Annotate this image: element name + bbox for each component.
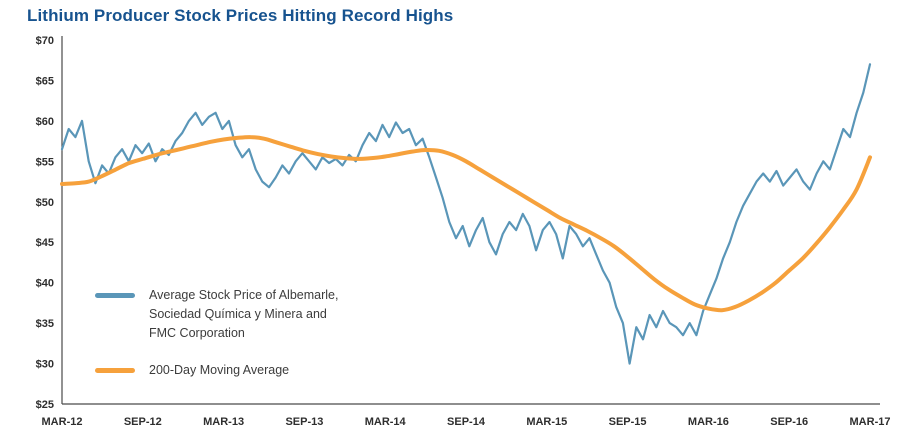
x-tick-label: MAR-14 [365,416,407,428]
moving-average-line-swatch [95,368,135,374]
chart-title: Lithium Producer Stock Prices Hitting Re… [27,6,454,25]
stock-price-line-swatch [95,293,135,298]
x-tick-label: MAR-16 [688,416,729,428]
y-tick-label: $50 [36,197,54,209]
x-tick-label: SEP-15 [609,416,647,428]
y-tick-label: $55 [36,156,54,168]
x-tick-label: MAR-13 [203,416,244,428]
y-tick-label: $65 [36,75,54,87]
legend-label-line: Average Stock Price of Albemarle, [149,288,339,302]
y-tick-label: $35 [36,318,54,330]
x-tick-label: SEP-14 [447,416,486,428]
moving-average-line [60,135,872,313]
legend: Average Stock Price of Albemarle, Socied… [95,286,338,399]
stock-price-line [60,63,872,365]
x-tick-label: SEP-12 [124,416,162,428]
chart-svg: $25 $30 $35 $40 $45 $50 $55 $60 $65 $70 MAR-12 SEP-… [36,35,891,428]
legend-item-moving-average: 200-Day Moving Average [95,361,338,380]
x-tick-label: MAR-12 [42,416,83,428]
legend-label-line: 200-Day Moving Average [149,363,290,378]
y-tick-label: $60 [36,116,54,128]
stock-price-legend-text: Average Stock Price of Albemarle, Socied… [149,286,338,342]
y-tick-label: $70 [36,35,54,47]
moving-average-legend-text: 200-Day Moving Average [149,361,289,380]
y-tick-label: $40 [36,278,54,290]
y-tick-label: $45 [36,237,54,249]
legend-item-stock-price: Average Stock Price of Albemarle, Socied… [95,286,338,342]
legend-label-line: Sociedad Química y Minera and [149,306,327,321]
x-tick-label: MAR-17 [850,416,891,428]
y-tick-label: $25 [36,399,54,411]
chart-area: $25 $30 $35 $40 $45 $50 $55 $60 $65 $70 MAR-12 SEP-… [0,30,900,442]
legend-label-line: FMC Corporation [149,325,245,340]
x-tick-label: SEP-13 [285,416,323,428]
x-tick-label: SEP-16 [770,416,808,428]
x-tick-label: MAR-15 [526,416,567,428]
y-tick-label: $30 [36,359,54,371]
